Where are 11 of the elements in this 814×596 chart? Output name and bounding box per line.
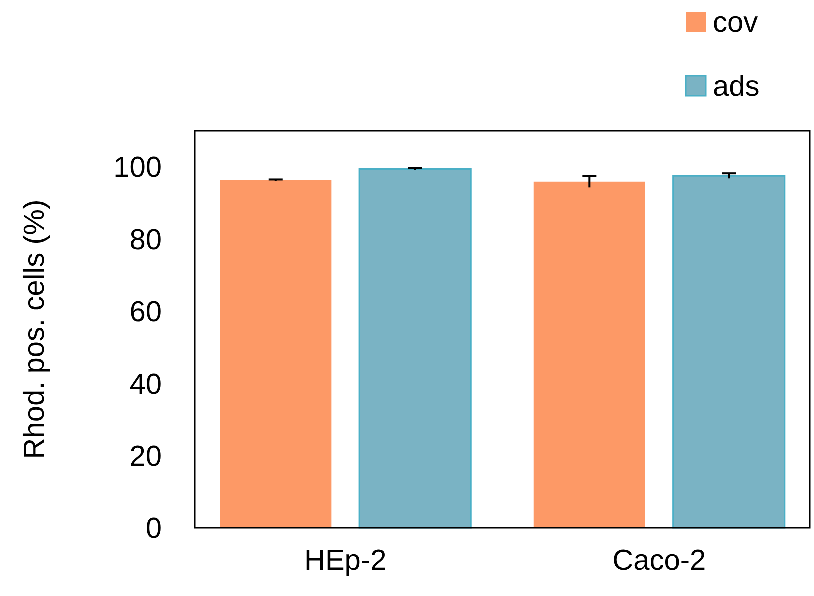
y-tick-label: 80 [130,224,162,256]
x-tick-label: Caco-2 [612,545,706,577]
legend-label: cov [713,7,759,40]
x-tick-label: HEp-2 [304,545,387,577]
y-tick-label: 40 [130,368,162,401]
y-tick-label: 100 [114,152,162,184]
y-tick-label: 0 [146,513,162,546]
legend-label: ads [713,71,760,104]
y-axis-title: Rhod. pos. cells (%) [19,200,51,460]
y-tick-label: 60 [130,296,162,329]
y-tick-label: 20 [130,440,162,473]
